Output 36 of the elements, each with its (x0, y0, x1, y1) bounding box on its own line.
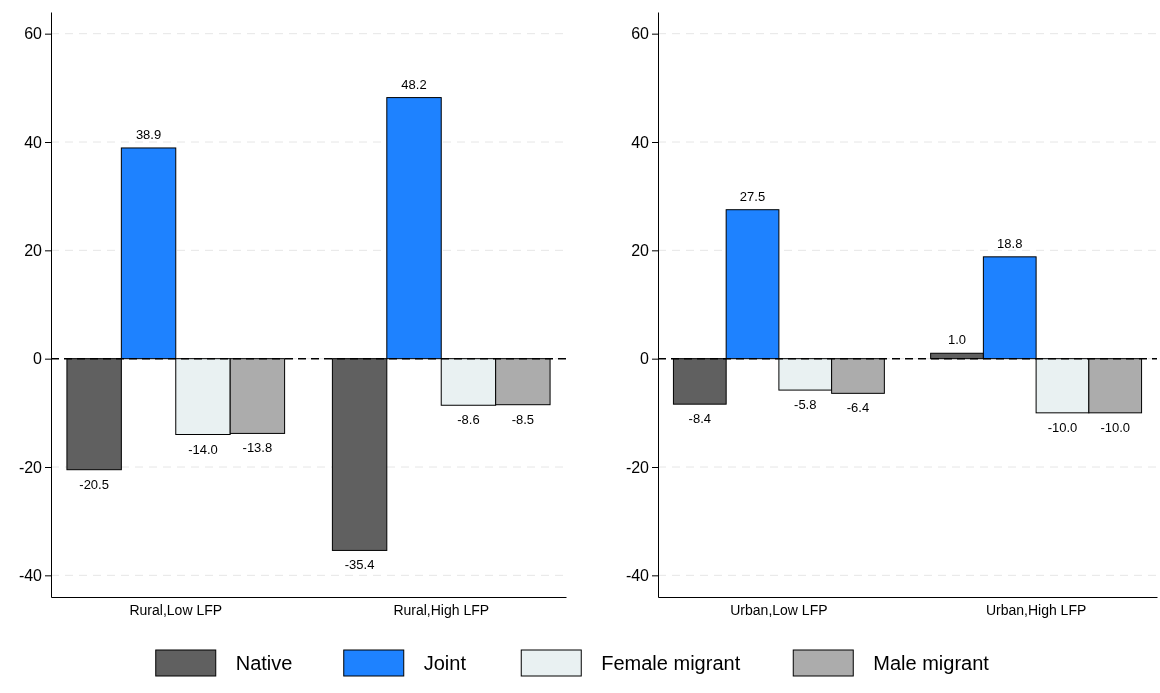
data-label: -10.0 (1100, 419, 1131, 435)
y-tick-label: 0 (33, 350, 43, 368)
y-tick-label: -20 (625, 458, 650, 476)
y-tick-label: 40 (24, 133, 43, 151)
data-label: -6.4 (846, 400, 870, 416)
data-label: -10.0 (1047, 419, 1078, 435)
y-tick-label: 60 (631, 25, 650, 43)
data-label: 48.2 (401, 76, 427, 92)
x-tick-label: Rural,Low LFP (129, 601, 223, 618)
y-tick-label: 60 (24, 25, 43, 43)
data-label: -8.5 (511, 411, 535, 427)
data-label: -14.0 (188, 441, 218, 457)
y-tick-label: -40 (18, 566, 43, 584)
data-label: 27.5 (739, 188, 766, 204)
data-label: -8.4 (688, 411, 711, 427)
data-label: 1.0 (947, 332, 967, 348)
data-label: -8.6 (457, 412, 480, 428)
legend-label: Native (235, 652, 293, 674)
y-tick-label: -20 (18, 458, 43, 476)
legend-label: Joint (423, 652, 467, 674)
legend-label: Female migrant (601, 652, 741, 674)
legend-label: Male migrant (873, 652, 990, 674)
data-label: 18.8 (997, 235, 1023, 251)
data-label: 38.9 (135, 126, 162, 142)
y-tick-label: 40 (631, 133, 650, 151)
y-tick-label: -40 (625, 566, 650, 584)
data-label: -13.8 (242, 440, 273, 456)
data-label: -5.8 (794, 397, 817, 413)
x-tick-label: Rural,High LFP (393, 601, 490, 618)
data-label: -35.4 (344, 557, 375, 573)
y-tick-label: 0 (640, 350, 650, 368)
y-tick-label: 20 (24, 241, 43, 259)
x-tick-label: Urban,Low LFP (730, 601, 828, 618)
y-tick-label: 20 (631, 241, 650, 259)
data-label: -20.5 (79, 476, 109, 492)
x-tick-label: Urban,High LFP (985, 601, 1087, 618)
